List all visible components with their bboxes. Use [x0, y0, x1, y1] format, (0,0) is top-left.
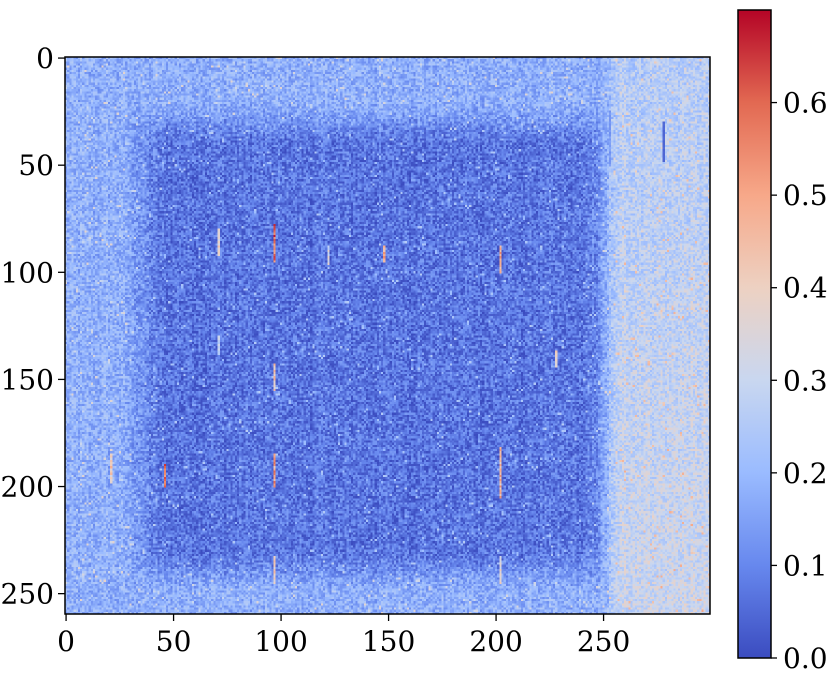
colorbar-tick-label: 0.5	[783, 179, 828, 212]
colorbar-ticks: 0.0 0.1 0.2 0.3 0.4 0.5 0.6	[771, 87, 828, 675]
x-tick-label: 250	[577, 625, 630, 658]
colorbar-tick-label: 0.0	[783, 642, 828, 675]
plot-frame	[64, 56, 711, 615]
y-tick-label: 50	[18, 149, 54, 182]
colorbar-tick-label: 0.4	[783, 272, 828, 305]
x-tick-label: 150	[362, 625, 415, 658]
x-axis: 0 50 100 150 200 250	[57, 614, 630, 658]
y-tick-label: 250	[1, 578, 54, 611]
y-tick-label: 200	[1, 471, 54, 504]
y-tick-label: 100	[1, 256, 54, 289]
colorbar-tick-label: 0.2	[783, 457, 828, 490]
y-tick-label: 150	[1, 363, 54, 396]
colorbar: 0.0 0.1 0.2 0.3 0.4 0.5 0.6	[737, 9, 828, 675]
x-tick-label: 200	[469, 625, 522, 658]
colorbar-tick-label: 0.6	[783, 87, 828, 120]
heatmap-image	[65, 57, 710, 614]
colorbar-gradient	[738, 10, 771, 658]
x-tick-label: 0	[57, 625, 75, 658]
colorbar-frame	[737, 9, 772, 659]
y-tick-label: 0	[36, 42, 54, 75]
colorbar-tick-label: 0.3	[783, 364, 828, 397]
colorbar-tick-label: 0.1	[783, 549, 828, 582]
x-tick-label: 100	[254, 625, 307, 658]
y-axis: 0 50 100 150 200 250	[1, 42, 65, 611]
heatmap-plot	[64, 56, 711, 615]
x-tick-label: 50	[156, 625, 192, 658]
